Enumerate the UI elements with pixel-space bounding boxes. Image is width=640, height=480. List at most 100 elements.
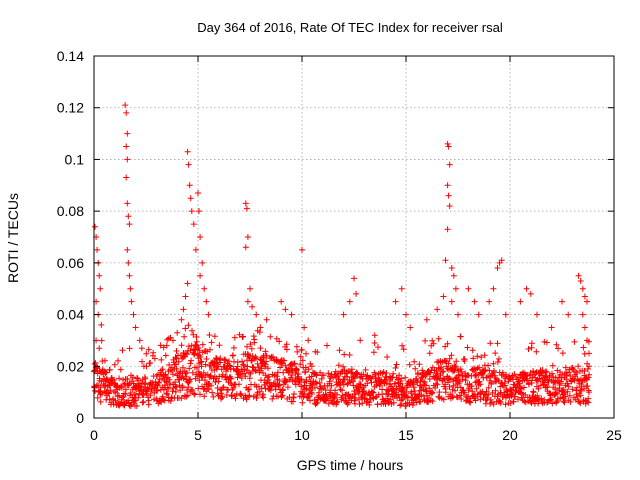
data-point bbox=[241, 370, 248, 377]
data-point bbox=[199, 259, 206, 266]
data-point bbox=[407, 324, 414, 331]
data-point bbox=[249, 303, 256, 310]
data-point bbox=[182, 325, 189, 332]
data-point bbox=[99, 358, 106, 365]
data-point bbox=[187, 360, 194, 367]
data-point bbox=[340, 311, 347, 318]
data-point bbox=[197, 391, 203, 398]
data-point bbox=[559, 350, 566, 357]
data-point bbox=[154, 382, 161, 389]
y-tick-label: 0 bbox=[76, 410, 84, 426]
data-point bbox=[581, 324, 588, 331]
data-point bbox=[201, 377, 208, 384]
data-point bbox=[248, 357, 255, 364]
data-point bbox=[269, 395, 276, 402]
x-tick-label: 20 bbox=[502, 427, 518, 443]
data-point bbox=[115, 357, 121, 364]
data-point bbox=[246, 386, 253, 393]
data-point bbox=[245, 386, 251, 393]
data-point bbox=[227, 363, 234, 370]
data-point bbox=[368, 379, 375, 386]
data-point bbox=[186, 365, 193, 372]
data-point bbox=[139, 399, 146, 406]
data-point bbox=[426, 350, 433, 357]
y-axis-label: ROTI / TECUs bbox=[5, 193, 21, 283]
data-point bbox=[558, 378, 564, 385]
data-point bbox=[250, 393, 257, 400]
data-point bbox=[270, 354, 276, 361]
data-point bbox=[533, 348, 540, 355]
data-point bbox=[242, 244, 249, 251]
data-point bbox=[196, 347, 203, 354]
data-point bbox=[503, 371, 510, 378]
data-point bbox=[380, 369, 387, 375]
data-point bbox=[97, 398, 104, 405]
data-point bbox=[552, 391, 559, 398]
data-point bbox=[207, 372, 214, 379]
data-point bbox=[264, 374, 271, 381]
data-point bbox=[364, 380, 371, 387]
data-point bbox=[94, 394, 101, 401]
data-point bbox=[253, 355, 260, 362]
data-point bbox=[581, 293, 588, 300]
data-point bbox=[247, 285, 253, 292]
data-point bbox=[444, 182, 451, 189]
data-point bbox=[445, 143, 452, 150]
data-point bbox=[159, 366, 166, 373]
data-point bbox=[160, 344, 167, 351]
data-point bbox=[445, 192, 452, 199]
data-point bbox=[526, 381, 532, 388]
data-point bbox=[217, 355, 224, 362]
data-point bbox=[175, 358, 182, 365]
data-point bbox=[564, 388, 571, 395]
data-point bbox=[422, 387, 429, 394]
data-point bbox=[205, 386, 212, 393]
data-point bbox=[243, 205, 250, 212]
data-point bbox=[303, 350, 309, 357]
data-point bbox=[399, 342, 406, 349]
data-point bbox=[483, 374, 490, 381]
data-point bbox=[471, 298, 478, 305]
data-point bbox=[234, 359, 241, 366]
data-point bbox=[210, 393, 217, 400]
data-point bbox=[205, 311, 212, 318]
data-point bbox=[478, 354, 485, 361]
data-point bbox=[418, 374, 425, 381]
data-point bbox=[159, 393, 166, 400]
data-point bbox=[583, 398, 590, 405]
data-point bbox=[586, 363, 592, 370]
data-point bbox=[564, 380, 571, 387]
data-point bbox=[573, 370, 580, 376]
data-point bbox=[434, 381, 441, 388]
data-point bbox=[257, 324, 264, 331]
data-point bbox=[147, 392, 154, 399]
data-point bbox=[96, 345, 103, 352]
data-point bbox=[452, 387, 458, 394]
data-point bbox=[305, 337, 312, 344]
data-point bbox=[176, 382, 183, 389]
data-point bbox=[335, 362, 342, 369]
data-point bbox=[482, 366, 489, 373]
data-point bbox=[122, 102, 129, 109]
data-point bbox=[263, 358, 270, 365]
data-point bbox=[124, 246, 131, 253]
data-point bbox=[387, 396, 394, 403]
data-point bbox=[448, 298, 455, 305]
data-point bbox=[126, 345, 133, 352]
data-point bbox=[351, 375, 358, 382]
data-point bbox=[126, 272, 133, 279]
data-point bbox=[244, 343, 250, 350]
data-point bbox=[130, 311, 137, 318]
data-point bbox=[346, 298, 353, 305]
data-point bbox=[170, 337, 176, 344]
data-point bbox=[487, 396, 494, 403]
data-point bbox=[362, 366, 369, 373]
data-point bbox=[521, 384, 527, 391]
data-point bbox=[586, 371, 593, 378]
y-tick-label: 0.12 bbox=[57, 100, 84, 116]
y-tick-label: 0.08 bbox=[57, 203, 84, 219]
data-point bbox=[117, 366, 124, 373]
data-point bbox=[339, 387, 345, 394]
data-point bbox=[360, 371, 367, 378]
